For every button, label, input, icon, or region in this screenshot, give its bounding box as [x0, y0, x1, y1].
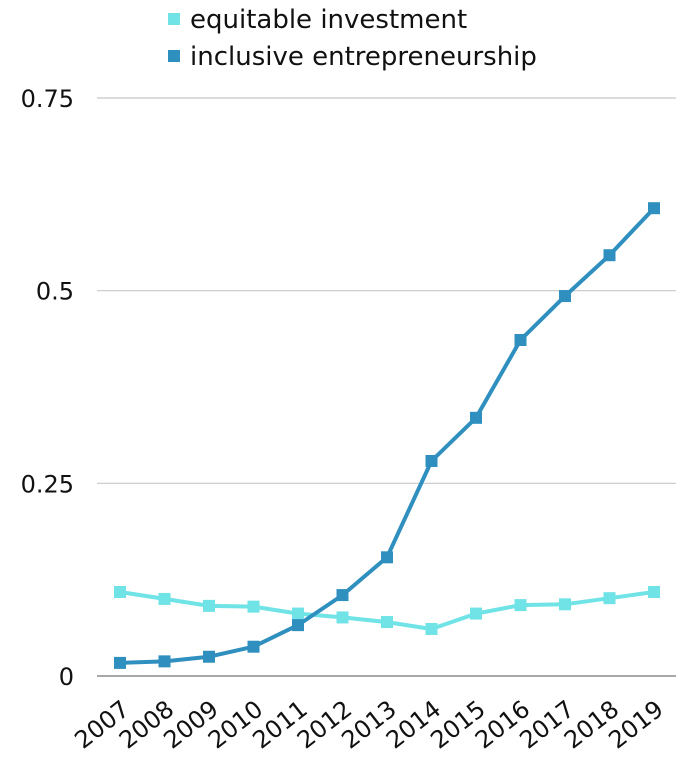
- data-point: [248, 641, 260, 653]
- y-tick-label: 0.5: [36, 278, 74, 306]
- series-group: [114, 202, 660, 669]
- y-tick-label: 0.75: [21, 85, 74, 113]
- grid-lines: [97, 98, 676, 676]
- data-point: [515, 599, 527, 611]
- data-point: [248, 601, 260, 613]
- data-point: [337, 611, 349, 623]
- series-inclusive-entrepreneurship: [114, 202, 660, 669]
- y-axis-tick-labels: 0 0.25 0.5 0.75: [21, 85, 74, 691]
- legend-label: equitable investment: [190, 5, 467, 35]
- data-point: [159, 593, 171, 605]
- data-point: [470, 608, 482, 620]
- data-point: [292, 608, 304, 620]
- data-point: [515, 334, 527, 346]
- x-axis-tick-labels: 2007200820092010201120122013201420152016…: [69, 695, 668, 755]
- data-point: [604, 249, 616, 261]
- data-point: [203, 651, 215, 663]
- data-point: [470, 412, 482, 424]
- y-tick-label: 0.25: [21, 470, 74, 498]
- data-point: [381, 616, 393, 628]
- data-point: [114, 657, 126, 669]
- data-point: [604, 592, 616, 604]
- legend-label: inclusive entrepreneurship: [190, 42, 537, 72]
- data-point: [203, 600, 215, 612]
- data-point: [381, 551, 393, 563]
- series-line: [120, 208, 654, 663]
- data-point: [114, 586, 126, 598]
- data-point: [648, 586, 660, 598]
- data-point: [292, 619, 304, 631]
- data-point: [648, 202, 660, 214]
- legend-marker: [168, 13, 180, 25]
- data-point: [337, 589, 349, 601]
- data-point: [559, 290, 571, 302]
- y-tick-label: 0: [59, 663, 74, 691]
- data-point: [426, 455, 438, 467]
- data-point: [426, 623, 438, 635]
- legend-marker: [168, 50, 180, 62]
- data-point: [159, 655, 171, 667]
- series-equitable-investment: [114, 586, 660, 635]
- data-point: [559, 598, 571, 610]
- legend: equitable investment inclusive entreprene…: [168, 5, 537, 72]
